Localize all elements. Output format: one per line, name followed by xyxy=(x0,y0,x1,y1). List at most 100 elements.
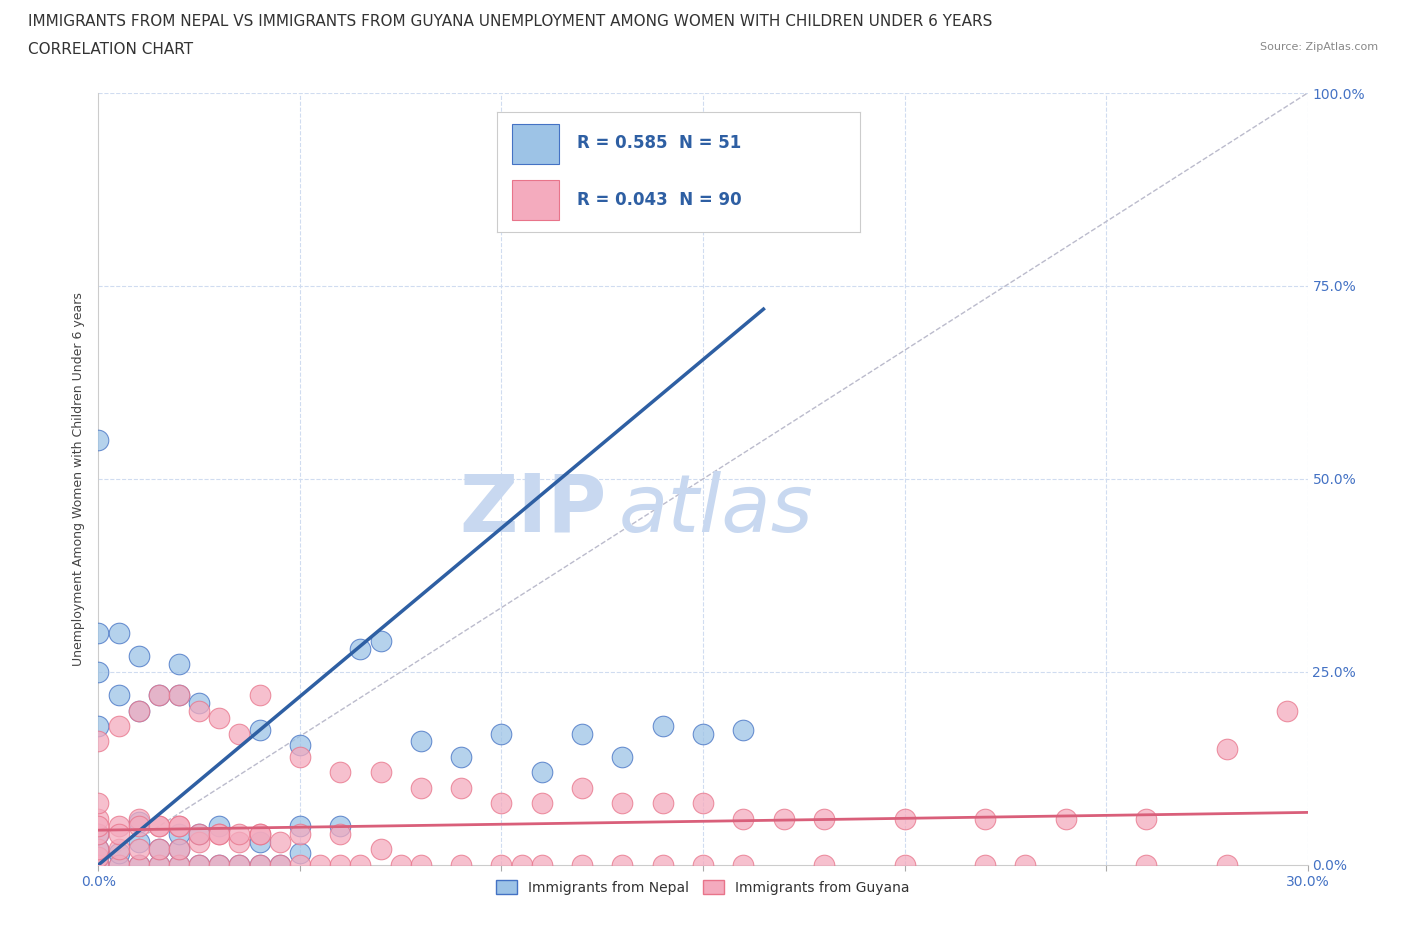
Point xyxy=(571,780,593,795)
Point xyxy=(167,857,190,872)
Point xyxy=(167,819,190,834)
Point xyxy=(188,857,211,872)
Point xyxy=(107,819,129,834)
Point xyxy=(1054,811,1077,826)
Point xyxy=(409,780,432,795)
Point xyxy=(148,819,170,834)
Point xyxy=(188,827,211,842)
Point xyxy=(491,857,513,872)
Point xyxy=(87,850,110,865)
Point xyxy=(329,764,352,779)
Point xyxy=(167,687,190,702)
Point xyxy=(87,842,110,857)
Point xyxy=(128,649,150,664)
Point xyxy=(167,819,190,834)
Y-axis label: Unemployment Among Women with Children Under 6 years: Unemployment Among Women with Children U… xyxy=(72,292,86,666)
Point xyxy=(167,857,190,872)
Point xyxy=(107,719,129,734)
Point xyxy=(188,857,211,872)
Point xyxy=(370,764,392,779)
Point xyxy=(87,850,110,865)
Point xyxy=(269,857,291,872)
Point xyxy=(148,819,170,834)
Point xyxy=(491,796,513,811)
Point xyxy=(188,696,211,711)
Text: IMMIGRANTS FROM NEPAL VS IMMIGRANTS FROM GUYANA UNEMPLOYMENT AMONG WOMEN WITH CH: IMMIGRANTS FROM NEPAL VS IMMIGRANTS FROM… xyxy=(28,14,993,29)
Point xyxy=(530,857,553,872)
Point xyxy=(349,857,371,872)
Point xyxy=(450,780,472,795)
Point xyxy=(491,726,513,741)
Point xyxy=(148,687,170,702)
Point xyxy=(1216,857,1239,872)
Point xyxy=(733,723,755,737)
Point xyxy=(167,657,190,671)
Point xyxy=(692,726,714,741)
Point xyxy=(692,796,714,811)
Point xyxy=(87,819,110,834)
Point xyxy=(733,857,755,872)
Point xyxy=(893,857,915,872)
Point xyxy=(87,827,110,842)
Point xyxy=(208,857,231,872)
Point xyxy=(208,819,231,834)
Point xyxy=(974,811,997,826)
Point xyxy=(329,827,352,842)
Point xyxy=(1216,742,1239,757)
Point xyxy=(651,719,673,734)
Point xyxy=(87,626,110,641)
Point xyxy=(87,719,110,734)
Point xyxy=(167,687,190,702)
Point xyxy=(813,857,835,872)
Point xyxy=(107,857,129,872)
Point xyxy=(249,687,271,702)
Point xyxy=(228,857,250,872)
Point xyxy=(107,626,129,641)
Point xyxy=(208,827,231,842)
Point xyxy=(450,857,472,872)
Point xyxy=(87,796,110,811)
Point xyxy=(107,857,129,872)
Point xyxy=(188,703,211,718)
Point xyxy=(128,857,150,872)
Point xyxy=(87,857,110,872)
Point xyxy=(167,842,190,857)
Point xyxy=(228,827,250,842)
Point xyxy=(148,842,170,857)
Point xyxy=(1277,703,1299,718)
Point xyxy=(228,857,250,872)
Point xyxy=(370,842,392,857)
Text: CORRELATION CHART: CORRELATION CHART xyxy=(28,42,193,57)
Point xyxy=(208,711,231,725)
Point xyxy=(409,734,432,749)
Point xyxy=(612,796,634,811)
Point xyxy=(107,846,129,861)
Point xyxy=(349,642,371,657)
Point xyxy=(692,857,714,872)
Text: Source: ZipAtlas.com: Source: ZipAtlas.com xyxy=(1260,42,1378,52)
Point xyxy=(329,857,352,872)
Point xyxy=(188,827,211,842)
Text: ZIP: ZIP xyxy=(458,471,606,549)
Point xyxy=(974,857,997,872)
Point xyxy=(370,633,392,648)
Point xyxy=(269,834,291,849)
Point xyxy=(288,819,311,834)
Point xyxy=(87,811,110,826)
Point xyxy=(530,764,553,779)
Point xyxy=(148,842,170,857)
Point xyxy=(208,827,231,842)
Point xyxy=(309,857,332,872)
Point xyxy=(128,857,150,872)
Point xyxy=(288,737,311,752)
Point xyxy=(148,857,170,872)
Point xyxy=(893,811,915,826)
Point xyxy=(409,857,432,872)
Point xyxy=(107,842,129,857)
Point xyxy=(128,842,150,857)
Point xyxy=(329,819,352,834)
Point xyxy=(128,703,150,718)
Point xyxy=(107,687,129,702)
Point xyxy=(651,857,673,872)
Text: atlas: atlas xyxy=(619,471,813,549)
